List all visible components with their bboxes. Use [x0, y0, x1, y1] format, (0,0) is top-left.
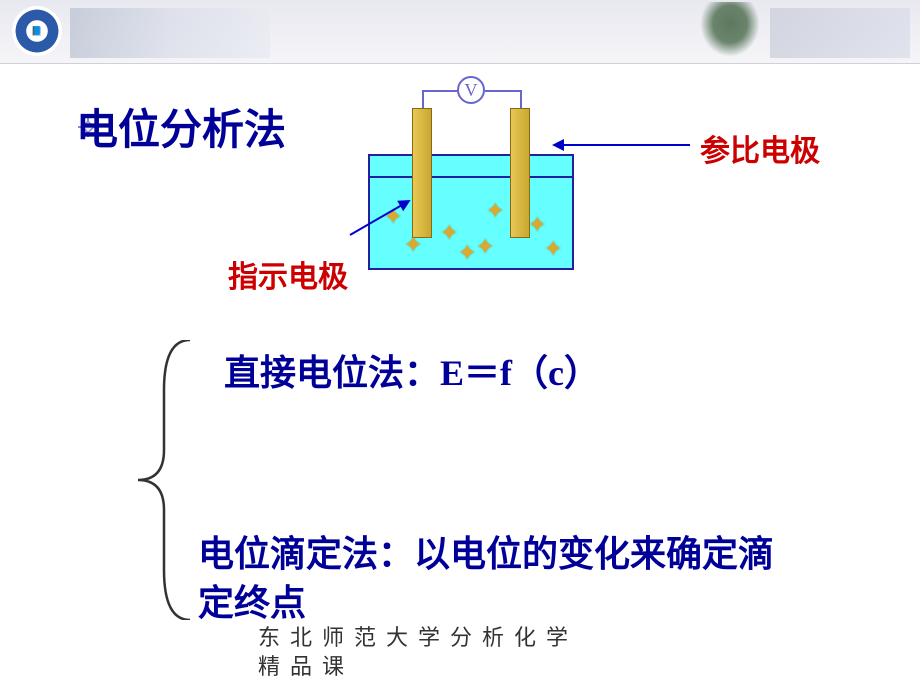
voltmeter-label: V [465, 80, 478, 101]
reference-electrode-label: 参比电极 [700, 126, 820, 170]
wire-right-h [485, 90, 521, 92]
potentiometric-titration-text: 电位滴定法：以电位的变化来确定滴定终点 [198, 530, 798, 627]
direct-potentiometry-text: 直接电位法：E＝f（c） [224, 344, 600, 396]
wire-left-v [422, 90, 424, 110]
reference-arrow-icon [560, 144, 690, 146]
footer-line2: 精品课 [258, 653, 578, 682]
liquid-surface-line [368, 176, 574, 178]
slide-title: 电位分析法 [76, 96, 286, 157]
footer-line1: 东北师范大学分析化学 [258, 624, 578, 653]
footer-credit: 东北师范大学分析化学 精品课 [258, 624, 578, 681]
tree-decoration [700, 2, 760, 57]
indicator-electrode [412, 108, 432, 238]
header-banner: 📘 [0, 0, 920, 64]
voltmeter-icon: V [457, 76, 485, 104]
university-logo: 📘 [12, 6, 62, 56]
sparkle-icon: ✦ [404, 232, 422, 258]
sparkle-icon: ✦ [544, 236, 562, 262]
building-photo-left [70, 8, 270, 58]
sparkle-icon: ✦ [528, 212, 546, 238]
wire-left-h [422, 90, 458, 92]
building-photo-right [770, 8, 910, 58]
indicator-electrode-label: 指示电极 [228, 252, 348, 296]
sparkle-icon: ✦ [486, 198, 504, 224]
electrochemical-cell-diagram: V ✦✦✦✦✦✦✦✦ [358, 76, 578, 276]
sparkle-icon: ✦ [458, 240, 476, 266]
sparkle-icon: ✦ [476, 234, 494, 260]
sparkle-icon: ✦ [440, 220, 458, 246]
reference-electrode [510, 108, 530, 238]
wire-right-v [520, 90, 522, 110]
